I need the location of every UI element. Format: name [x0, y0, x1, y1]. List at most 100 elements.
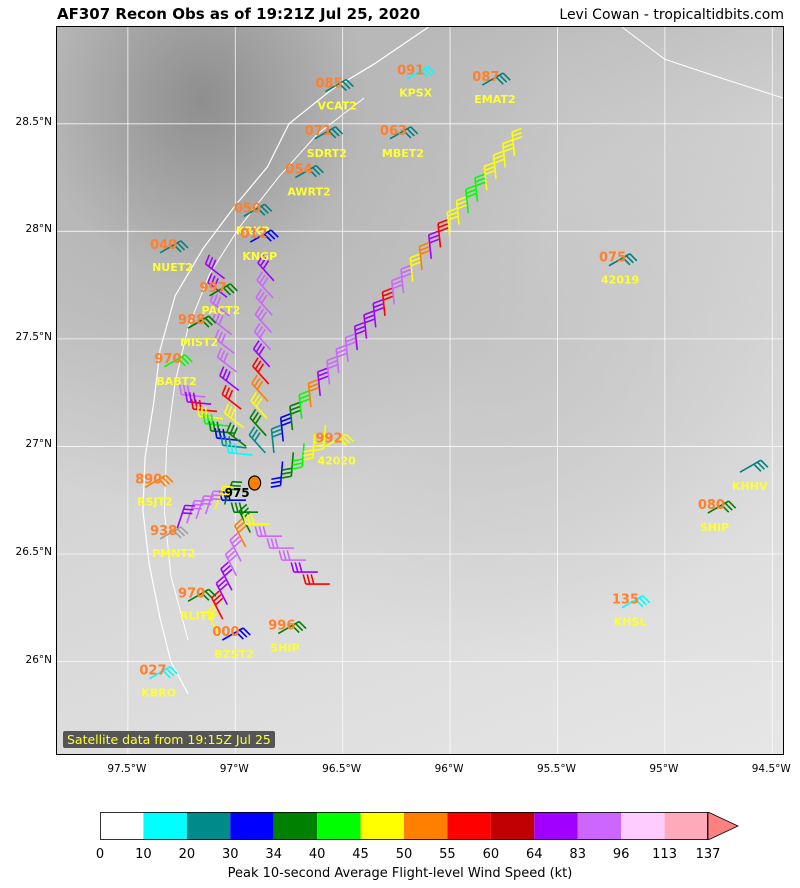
barb-flag [261, 277, 269, 287]
barb-flag [281, 475, 292, 479]
barb-flag [250, 514, 255, 525]
station-pressure: 992 [315, 431, 342, 446]
station-pressure: 085 [315, 77, 342, 92]
barb-flag [403, 130, 412, 139]
barb-flag [232, 427, 238, 437]
barb-flag [214, 428, 218, 439]
lon-tick-label: 97°W [219, 763, 249, 775]
barb-flag [190, 399, 194, 410]
barb-flag [182, 384, 187, 396]
barb-flag [224, 435, 228, 446]
barb-staff [298, 394, 303, 419]
colorbar-tick-label: 0 [95, 847, 105, 862]
barb-flag [313, 444, 325, 448]
barb-flag [253, 432, 261, 442]
colorbar-swatch [317, 812, 361, 840]
colorbar-swatch [360, 812, 404, 840]
barb-flag [184, 354, 193, 363]
colorbar-tick-label: 20 [178, 847, 196, 862]
station-barb [163, 354, 193, 368]
barb-flag [638, 597, 647, 606]
barb-flag [201, 319, 210, 328]
map-panel: 085 VCAT2 091 KPSX 087 EMAT2 071 SDRT2 063 MBET2 0… [56, 26, 784, 755]
flight-barb [223, 403, 245, 429]
barb-flag [317, 371, 328, 377]
station-id: KHHV [732, 480, 768, 493]
barb-flag [271, 432, 282, 438]
barb-flag [308, 168, 317, 178]
barb-flag [495, 76, 504, 85]
flight-barb [221, 384, 242, 410]
barb-flag [248, 426, 256, 436]
station-id: MBET2 [382, 147, 424, 160]
barb-flag [423, 68, 433, 77]
flight-barb [409, 253, 421, 282]
barb-flag [392, 284, 403, 290]
flight-barb [185, 499, 205, 524]
barb-flag [216, 347, 223, 358]
barb-flag [345, 333, 356, 339]
barb-flag [328, 130, 337, 139]
flight-barb [230, 502, 258, 513]
barb-staff [270, 428, 275, 453]
barb-flag [270, 538, 275, 549]
station-pressure: 027 [139, 664, 166, 679]
barb-flag [158, 478, 167, 487]
barb-flag [308, 382, 319, 389]
flight-barb [184, 391, 212, 406]
barb-flag [219, 583, 228, 592]
station-barb [325, 78, 354, 93]
barb-flag [484, 166, 495, 172]
flight-barb [290, 562, 318, 573]
barb-flag [327, 364, 338, 370]
barb-flag [252, 357, 259, 367]
station-barb [325, 433, 354, 448]
barb-flag [290, 405, 301, 411]
barb-flag [258, 274, 266, 284]
flight-barb [270, 424, 282, 453]
barb-flag [257, 254, 264, 264]
barb-flag [249, 409, 257, 419]
barb-flag [382, 291, 393, 297]
station-id: RLIT2 [180, 609, 215, 622]
station-barb [187, 588, 217, 602]
barb-staff [224, 554, 238, 577]
flight-barb [511, 127, 523, 157]
flight-barb [220, 435, 247, 449]
barb-flag [484, 170, 495, 176]
colorbar-tick-label: 50 [395, 847, 413, 862]
lon-tick-label: 95.5°W [536, 763, 576, 775]
flight-barb [427, 230, 440, 259]
barb-flag [214, 329, 220, 339]
barb-flag [383, 295, 393, 301]
barb-flag [211, 494, 222, 497]
barb-flag [176, 528, 186, 537]
barb-flag [466, 192, 477, 198]
colorbar-frame [100, 812, 708, 840]
barb-flag [345, 337, 356, 343]
barb-flag [308, 379, 319, 385]
barb-flag [202, 413, 206, 424]
barb-flag [222, 368, 228, 379]
barb-flag [271, 428, 282, 434]
barb-flag [213, 277, 219, 288]
flight-barb [215, 576, 229, 606]
station-barb [209, 283, 238, 297]
barb-staff [228, 451, 253, 456]
flight-barb [344, 333, 356, 362]
station-barb [481, 72, 511, 86]
flight-barb [400, 264, 412, 294]
barb-flag [228, 436, 232, 447]
barb-flag [173, 530, 182, 539]
station-pressure: 997 [200, 281, 227, 296]
barb-flag [212, 421, 216, 432]
barb-flag [280, 417, 291, 423]
colorbar-tick-label: 60 [482, 847, 500, 862]
flight-barb [242, 514, 270, 525]
barb-flag [210, 612, 219, 620]
colorbar [100, 812, 739, 840]
flight-barb [219, 366, 240, 392]
barb-flag [345, 78, 354, 88]
flight-barb [302, 574, 330, 585]
barb-staff [257, 262, 275, 282]
